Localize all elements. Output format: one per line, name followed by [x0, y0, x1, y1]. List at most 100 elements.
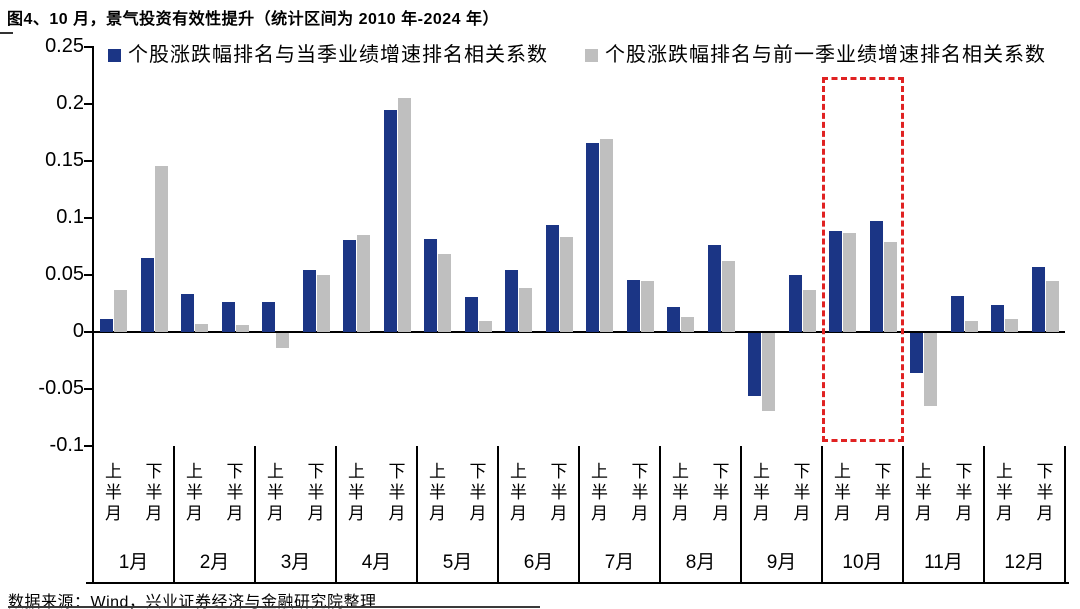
- y-tick-label: 0: [72, 320, 84, 342]
- bar-previous-quarter: [478, 320, 492, 332]
- month-label: 7月: [604, 552, 635, 573]
- footer-partial-line: [8, 606, 540, 608]
- title-underline: [0, 32, 13, 34]
- bar-previous-quarter: [357, 235, 370, 332]
- bar-current-quarter: [707, 245, 721, 332]
- half-month-label: 下半月: [793, 462, 811, 523]
- bar-previous-quarter: [154, 165, 168, 332]
- bar-current-quarter: [667, 306, 680, 332]
- y-tick-label: -0.1: [49, 434, 84, 456]
- bar-previous-quarter: [681, 317, 694, 332]
- bar-previous-quarter: [762, 333, 775, 411]
- month-label: 9月: [766, 552, 797, 573]
- half-month-label: 下半月: [631, 462, 649, 523]
- bar-previous-quarter: [964, 320, 978, 332]
- y-tick-mark: [84, 103, 93, 105]
- bar-current-quarter: [991, 304, 1004, 332]
- bar-current-quarter: [221, 302, 235, 332]
- half-month-label: 下半月: [388, 462, 406, 523]
- bar-current-quarter: [586, 142, 599, 332]
- legend-item-current-quarter: 个股涨跌幅排名与当季业绩增速排名相关系数: [108, 43, 548, 68]
- bar-current-quarter: [1031, 267, 1045, 332]
- y-tick-label: 0.2: [56, 92, 84, 114]
- half-month-label: 下半月: [469, 462, 487, 523]
- bar-current-quarter: [910, 333, 923, 373]
- month-label: 12月: [1004, 552, 1045, 573]
- y-tick-mark: [84, 274, 93, 276]
- month-separator: [497, 446, 499, 583]
- bar-current-quarter: [343, 239, 356, 332]
- bar-current-quarter: [869, 221, 883, 332]
- y-tick-label: 0.25: [45, 35, 84, 57]
- bar-previous-quarter: [559, 237, 573, 332]
- month-label: 8月: [685, 552, 716, 573]
- bar-current-quarter: [788, 275, 802, 332]
- y-tick-label: 0.05: [45, 263, 84, 285]
- half-month-label: 上半月: [591, 462, 608, 523]
- half-month-label: 下半月: [550, 462, 568, 523]
- half-month-label: 下半月: [1036, 462, 1054, 523]
- half-month-label: 上半月: [105, 462, 122, 523]
- half-month-label: 上半月: [834, 462, 851, 523]
- half-month-label: 上半月: [996, 462, 1013, 523]
- half-month-label: 上半月: [348, 462, 365, 523]
- month-separator: [173, 446, 175, 583]
- month-separator: [335, 446, 337, 583]
- half-month-label: 上半月: [753, 462, 770, 523]
- bar-current-quarter: [181, 294, 194, 332]
- bar-current-quarter: [829, 230, 842, 332]
- bar-current-quarter: [140, 257, 154, 332]
- bar-current-quarter: [383, 109, 397, 332]
- month-separator: [659, 446, 661, 583]
- bar-previous-quarter: [721, 261, 735, 332]
- bar-current-quarter: [950, 295, 964, 332]
- bar-previous-quarter: [1045, 280, 1059, 332]
- y-tick-mark: [84, 217, 93, 219]
- month-label: 1月: [118, 552, 149, 573]
- month-label: 11月: [924, 552, 963, 573]
- bar-previous-quarter: [195, 324, 208, 332]
- bar-previous-quarter: [640, 280, 654, 332]
- figure-title: 图4、10 月，景气投资有效性提升（统计区间为 2010 年-2024 年）: [7, 11, 499, 28]
- legend-swatch-current-quarter: [108, 49, 121, 62]
- bar-previous-quarter: [802, 289, 816, 332]
- half-month-label: 上半月: [267, 462, 284, 523]
- bar-current-quarter: [424, 238, 437, 332]
- source-note: 数据来源：Wind，兴业证券经济与金融研究院整理: [8, 594, 377, 609]
- month-separator: [1064, 446, 1066, 583]
- bar-previous-quarter: [397, 98, 411, 332]
- y-tick-mark: [84, 445, 93, 447]
- half-month-label: 上半月: [429, 462, 446, 523]
- bar-current-quarter: [545, 224, 559, 332]
- half-month-label: 下半月: [226, 462, 244, 523]
- half-month-label: 上半月: [672, 462, 689, 523]
- bar-previous-quarter: [843, 232, 856, 332]
- half-month-label: 上半月: [510, 462, 527, 523]
- half-month-label: 下半月: [874, 462, 892, 523]
- bar-previous-quarter: [519, 287, 532, 332]
- legend-label-current-quarter: 个股涨跌幅排名与当季业绩增速排名相关系数: [128, 44, 548, 66]
- month-separator: [902, 446, 904, 583]
- month-label: 5月: [442, 552, 473, 573]
- y-tick-mark: [84, 46, 93, 48]
- month-separator: [983, 446, 985, 583]
- y-tick-mark: [84, 388, 93, 390]
- bar-current-quarter: [626, 279, 640, 332]
- y-axis-line: [92, 46, 94, 447]
- bar-previous-quarter: [883, 241, 897, 332]
- bar-current-quarter: [464, 296, 478, 332]
- half-month-label: 下半月: [955, 462, 973, 523]
- month-label: 2月: [199, 552, 230, 573]
- bar-previous-quarter: [114, 289, 127, 332]
- bar-current-quarter: [748, 333, 761, 396]
- month-label: 4月: [361, 552, 392, 573]
- month-separator: [821, 446, 823, 583]
- legend-swatch-previous-quarter: [585, 49, 598, 62]
- half-month-label: 下半月: [712, 462, 730, 523]
- legend-item-previous-quarter: 个股涨跌幅排名与前一季业绩增速排名相关系数: [585, 43, 1046, 68]
- bar-current-quarter: [302, 270, 316, 332]
- half-month-label: 下半月: [145, 462, 163, 523]
- month-separator: [578, 446, 580, 583]
